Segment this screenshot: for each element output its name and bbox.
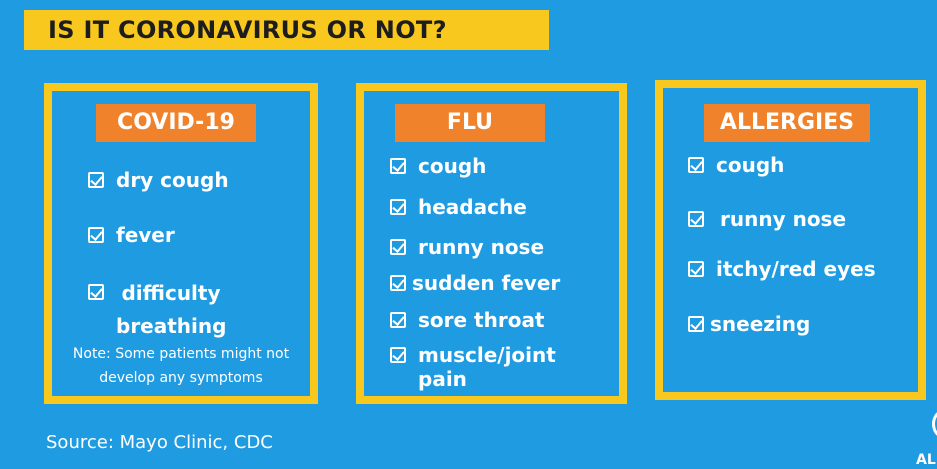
- flu-heading: FLU: [395, 104, 545, 142]
- list-item: itchy/red eyes: [688, 257, 876, 281]
- allergies-heading: ALLERGIES: [704, 104, 870, 142]
- checkbox-checked-icon: [88, 172, 104, 188]
- list-item: cough: [688, 153, 784, 177]
- checkbox-checked-icon: [390, 312, 406, 328]
- list-item: difficulty breathing: [88, 277, 278, 343]
- checkbox-checked-icon: [88, 284, 104, 300]
- title-banner: IS IT CORONAVIRUS OR NOT?: [24, 10, 549, 50]
- flu-column: [356, 83, 627, 404]
- checkbox-checked-icon: [390, 275, 406, 291]
- source-credit: Source: Mayo Clinic, CDC: [46, 432, 273, 453]
- list-item: headache: [390, 195, 527, 219]
- checkbox-checked-icon: [688, 261, 704, 277]
- covid-column: [44, 83, 318, 404]
- covid-note: Note: Some patients might not develop an…: [72, 346, 290, 386]
- checkbox-checked-icon: [390, 158, 406, 174]
- checkbox-checked-icon: [688, 157, 704, 173]
- list-item: runny nose: [390, 235, 544, 259]
- brand-logo: AL: [912, 410, 937, 469]
- list-item: sneezing: [688, 312, 810, 336]
- list-item: muscle/joint pain: [390, 343, 590, 391]
- list-item: dry cough: [88, 168, 229, 192]
- list-item: sore throat: [390, 308, 545, 332]
- checkbox-checked-icon: [390, 239, 406, 255]
- allergies-column: [655, 80, 926, 400]
- checkbox-checked-icon: [688, 316, 704, 332]
- covid-heading: COVID-19: [96, 104, 256, 142]
- list-item: fever: [88, 223, 175, 247]
- list-item: sudden fever: [390, 271, 560, 295]
- checkbox-checked-icon: [688, 211, 704, 227]
- list-item: cough: [390, 154, 486, 178]
- checkbox-checked-icon: [390, 199, 406, 215]
- checkbox-checked-icon: [390, 347, 406, 363]
- lightbulb-icon: [932, 410, 937, 438]
- list-item: runny nose: [688, 207, 846, 231]
- checkbox-checked-icon: [88, 227, 104, 243]
